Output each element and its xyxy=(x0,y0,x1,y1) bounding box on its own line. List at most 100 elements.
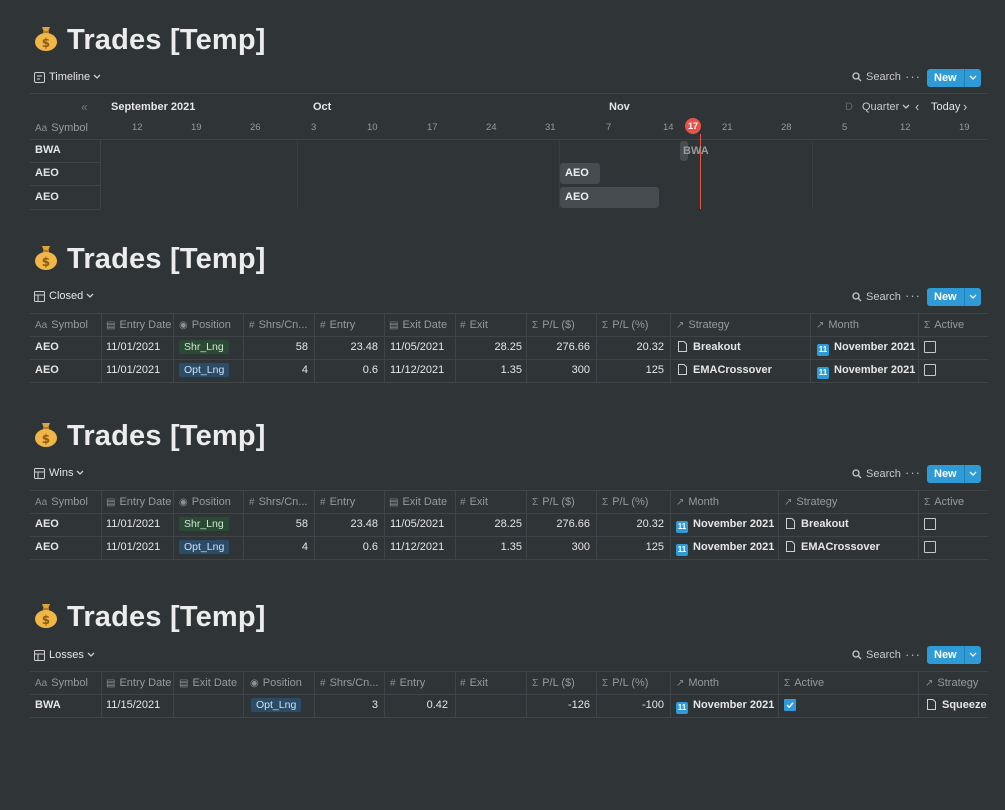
column-header-symbol[interactable]: Aa Symbol xyxy=(35,117,88,139)
column-header[interactable]: # Exit xyxy=(460,672,488,694)
column-header[interactable]: ◉ Position xyxy=(179,314,231,336)
more-options-icon[interactable]: ··· xyxy=(905,465,921,480)
checkbox[interactable] xyxy=(924,341,936,354)
more-options-icon[interactable]: ··· xyxy=(905,288,921,303)
column-header[interactable]: Σ P/L (%) xyxy=(602,672,648,694)
cell-pl-usd[interactable]: -126 xyxy=(567,699,590,711)
previous-period-icon[interactable]: ‹ xyxy=(915,99,920,114)
cell-pl-pct[interactable]: 20.32 xyxy=(636,341,664,353)
column-header[interactable]: Aa Symbol xyxy=(35,314,88,336)
column-header[interactable]: ↗ Strategy xyxy=(676,314,729,336)
column-header[interactable]: ▤ Exit Date xyxy=(389,314,447,336)
checkbox-checked[interactable] xyxy=(784,699,796,712)
cell-shrs[interactable]: 58 xyxy=(295,341,308,353)
cell-month[interactable]: 11 November 2021 xyxy=(817,359,915,381)
column-header[interactable]: # Exit xyxy=(460,314,488,336)
chevron-down-icon[interactable] xyxy=(963,646,981,664)
column-header[interactable]: Σ P/L ($) xyxy=(532,491,575,513)
column-header[interactable]: # Shrs/Cn... xyxy=(320,672,378,694)
cell-strategy[interactable]: EMACrossover xyxy=(678,359,772,381)
cell-active[interactable] xyxy=(924,513,936,535)
cell-pl-usd[interactable]: 276.66 xyxy=(556,341,590,353)
column-header[interactable]: ▤ Entry Date xyxy=(106,491,171,513)
cell-entry[interactable]: 23.48 xyxy=(350,341,378,353)
search-button[interactable]: Search xyxy=(852,649,901,661)
cell-entry[interactable]: 23.48 xyxy=(350,518,378,530)
cell-active[interactable] xyxy=(924,359,936,381)
column-header[interactable]: Σ Active xyxy=(784,672,824,694)
column-header[interactable]: ↗ Strategy xyxy=(925,672,978,694)
new-button[interactable]: New xyxy=(927,69,981,87)
column-header[interactable]: Aa Symbol xyxy=(35,491,88,513)
column-header[interactable]: # Shrs/Cn... xyxy=(249,491,307,513)
cell-exit[interactable]: 28.25 xyxy=(494,518,522,530)
column-header[interactable]: Σ Active xyxy=(924,491,964,513)
cell-month[interactable]: 11 November 2021 xyxy=(676,694,774,716)
cell-entry[interactable]: 0.6 xyxy=(362,364,378,376)
column-header[interactable]: # Entry xyxy=(390,672,425,694)
cell-symbol[interactable]: AEO xyxy=(35,364,59,376)
new-button[interactable]: New xyxy=(927,288,981,306)
cell-entry-date[interactable]: 11/01/2021 xyxy=(106,541,161,553)
cell-entry[interactable]: 0.42 xyxy=(426,699,448,711)
timeline-row-symbol[interactable]: AEO xyxy=(35,191,59,203)
search-button[interactable]: Search xyxy=(852,291,901,303)
cell-entry-date[interactable]: 11/01/2021 xyxy=(106,341,161,353)
cell-pl-usd[interactable]: 300 xyxy=(571,541,590,553)
timeline-scale-select[interactable]: Quarter xyxy=(862,101,914,113)
column-header[interactable]: ◉ Position xyxy=(179,491,231,513)
next-period-icon[interactable]: › xyxy=(963,99,968,114)
collapse-left-icon[interactable]: « xyxy=(81,100,88,114)
view-selector-closed[interactable]: Closed xyxy=(34,290,98,302)
timeline-row-symbol[interactable]: BWA xyxy=(35,144,61,156)
timeline-row-symbol[interactable]: AEO xyxy=(35,167,59,179)
column-header[interactable]: ↗ Month xyxy=(676,672,719,694)
cell-exit[interactable]: 1.35 xyxy=(500,541,522,553)
cell-strategy[interactable]: Breakout xyxy=(786,513,849,535)
cell-active[interactable] xyxy=(924,536,936,558)
column-header[interactable]: ▤ Entry Date xyxy=(106,672,171,694)
cell-pl-pct[interactable]: 125 xyxy=(645,364,664,376)
cell-pl-pct[interactable]: 20.32 xyxy=(636,518,664,530)
column-header[interactable]: Σ P/L (%) xyxy=(602,491,648,513)
column-header[interactable]: Aa Symbol xyxy=(35,672,88,694)
cell-month[interactable]: 11 November 2021 xyxy=(817,336,915,358)
timeline-bar[interactable]: AEO xyxy=(560,163,600,184)
cell-exit-date[interactable]: 11/05/2021 xyxy=(390,518,445,530)
cell-entry-date[interactable]: 11/01/2021 xyxy=(106,364,161,376)
chevron-down-icon[interactable] xyxy=(963,288,981,306)
cell-position[interactable]: Opt_Lng xyxy=(251,694,302,716)
cell-exit[interactable]: 28.25 xyxy=(494,341,522,353)
column-header[interactable]: ↗ Month xyxy=(676,491,719,513)
today-button[interactable]: Today xyxy=(931,101,961,113)
cell-month[interactable]: 11 November 2021 xyxy=(676,513,774,535)
cell-position[interactable]: Opt_Lng xyxy=(179,359,230,381)
column-header[interactable]: Σ P/L (%) xyxy=(602,314,648,336)
view-selector-losses[interactable]: Losses xyxy=(34,649,99,661)
checkbox[interactable] xyxy=(924,364,936,377)
cell-position[interactable]: Opt_Lng xyxy=(179,536,230,558)
cell-shrs[interactable]: 4 xyxy=(301,364,308,376)
cell-shrs[interactable]: 58 xyxy=(295,518,308,530)
cell-pl-usd[interactable]: 300 xyxy=(571,364,590,376)
cell-exit-date[interactable]: 11/12/2021 xyxy=(390,541,445,553)
cell-exit[interactable] xyxy=(460,694,522,716)
column-header[interactable]: # Entry xyxy=(320,314,355,336)
checkbox[interactable] xyxy=(924,541,936,554)
cell-position[interactable]: Shr_Lng xyxy=(179,336,229,358)
cell-symbol[interactable]: AEO xyxy=(35,341,59,353)
new-button[interactable]: New xyxy=(927,465,981,483)
cell-entry-date[interactable]: 11/01/2021 xyxy=(106,518,161,530)
cell-exit-date[interactable]: 11/05/2021 xyxy=(390,341,445,353)
cell-active[interactable] xyxy=(784,694,796,716)
chevron-down-icon[interactable] xyxy=(963,69,981,87)
new-button[interactable]: New xyxy=(927,646,981,664)
column-header[interactable]: # Shrs/Cn... xyxy=(249,314,307,336)
cell-strategy[interactable]: EMACrossover xyxy=(786,536,880,558)
timeline-bar[interactable]: BWA xyxy=(680,141,709,161)
cell-active[interactable] xyxy=(924,336,936,358)
cell-symbol[interactable]: AEO xyxy=(35,518,59,530)
more-options-icon[interactable]: ··· xyxy=(905,647,921,662)
column-header[interactable]: ▤ Entry Date xyxy=(106,314,171,336)
column-header[interactable]: Σ P/L ($) xyxy=(532,672,575,694)
